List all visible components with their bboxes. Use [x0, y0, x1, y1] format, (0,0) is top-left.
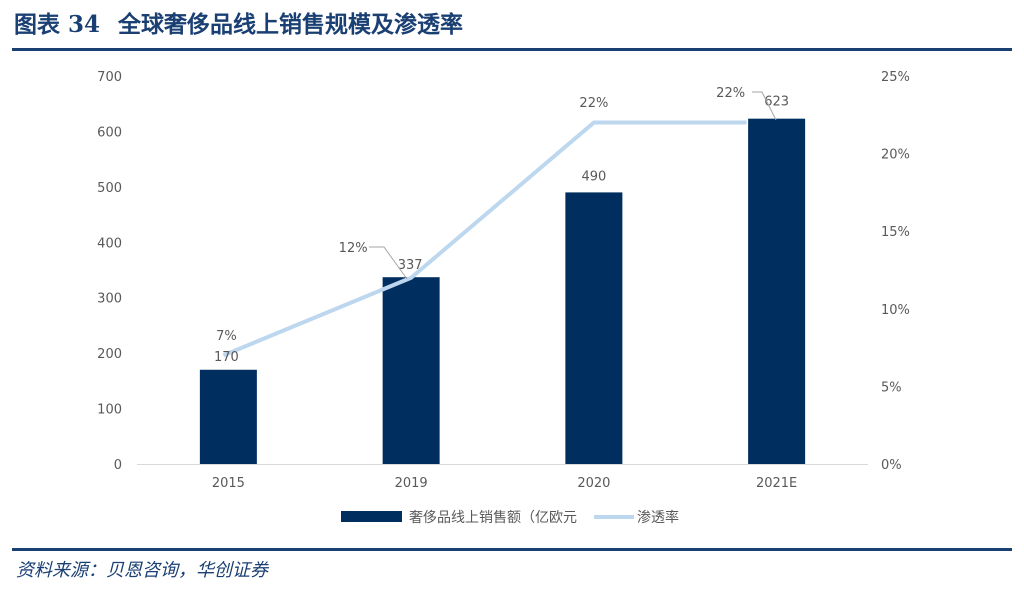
y-right-tick-label: 15% — [881, 225, 910, 240]
source-note: 资料来源：贝恩咨询，华创证券 — [16, 560, 268, 581]
x-tick-label: 2015 — [212, 476, 245, 491]
bar-value-label: 337 — [398, 258, 423, 273]
bar — [382, 277, 440, 464]
figure-number: 图表 34 — [14, 11, 101, 38]
y-left-tick-label: 500 — [97, 181, 122, 196]
figure-title-text: 全球奢侈品线上销售规模及渗透率 — [118, 11, 464, 38]
legend-label-line: 渗透率 — [637, 509, 679, 526]
bar — [199, 369, 257, 464]
bar — [565, 192, 623, 464]
y-left-tick-label: 0 — [114, 458, 122, 473]
line-value-label: 22% — [716, 86, 745, 101]
legend-label-bar: 奢侈品线上销售额（亿欧元 — [409, 510, 577, 526]
x-tick-label: 2021E — [756, 476, 797, 491]
bar-value-label: 623 — [764, 95, 789, 110]
y-left-tick-label: 300 — [97, 292, 122, 307]
y-left-tick-label: 400 — [97, 236, 122, 251]
y-right-tick-label: 10% — [881, 303, 910, 318]
line-value-label: 7% — [216, 329, 237, 344]
line-value-label: 12% — [339, 241, 368, 256]
penetration-line — [222, 120, 747, 358]
x-tick-label: 2019 — [395, 476, 428, 491]
y-left-tick-label: 200 — [97, 347, 122, 362]
bar-value-label: 170 — [214, 350, 239, 365]
y-right-tick-label: 5% — [881, 380, 902, 395]
leader-line — [752, 91, 777, 121]
title-rule — [12, 48, 1012, 51]
line-value-label: 22% — [579, 96, 608, 111]
bar-value-label: 490 — [581, 169, 606, 184]
y-right-tick-label: 0% — [881, 458, 902, 473]
y-left-tick-label: 700 — [97, 70, 122, 85]
y-right-tick-label: 20% — [881, 148, 910, 163]
y-left-tick-label: 100 — [97, 403, 122, 418]
x-tick-label: 2020 — [577, 476, 610, 491]
y-right-tick-label: 25% — [881, 70, 910, 85]
figure-title: 图表 34 全球奢侈品线上销售规模及渗透率 — [14, 6, 463, 44]
bar — [748, 118, 806, 465]
legend-swatch-bar — [341, 511, 402, 522]
leader-line — [369, 246, 408, 280]
y-left-tick-label: 600 — [97, 125, 122, 140]
source-rule — [12, 548, 1012, 551]
